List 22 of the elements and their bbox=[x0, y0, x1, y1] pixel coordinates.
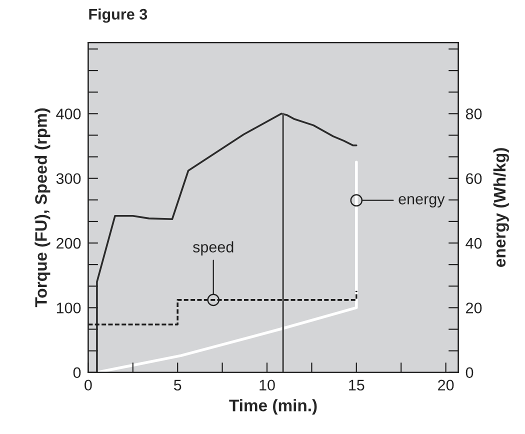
line-series bbox=[96, 160, 358, 372]
y-tick-label: 0 bbox=[73, 367, 81, 378]
y2-tick-label: 40 bbox=[466, 238, 482, 249]
y-tick-label: 400 bbox=[56, 108, 81, 120]
y2-tick-label: 20 bbox=[466, 302, 482, 314]
x-tick-label: 5 bbox=[174, 380, 182, 391]
y2-tick-label: 0 bbox=[466, 367, 474, 378]
y-tick-label: 300 bbox=[56, 173, 81, 184]
x-tick-label: 15 bbox=[349, 380, 364, 391]
y-tick-label: 100 bbox=[56, 302, 81, 314]
y-axis-title: Torque (FU), Speed (rpm) bbox=[34, 108, 50, 308]
annotation: energy bbox=[398, 196, 445, 208]
x-axis-title: Time (min.) bbox=[229, 399, 317, 415]
x-tick-label: 20 bbox=[438, 380, 454, 391]
x-tick-label: 0 bbox=[84, 380, 92, 391]
chart-title: Figure 3 bbox=[89, 8, 148, 23]
annotation: speed bbox=[192, 241, 234, 256]
y2-axis-title: energy (Wh/kg) bbox=[493, 148, 509, 267]
x-tick-label: 10 bbox=[260, 380, 275, 391]
y2-tick-label: 60 bbox=[466, 173, 482, 184]
y2-tick-label: 80 bbox=[466, 108, 482, 120]
y-tick-label: 200 bbox=[56, 238, 81, 249]
